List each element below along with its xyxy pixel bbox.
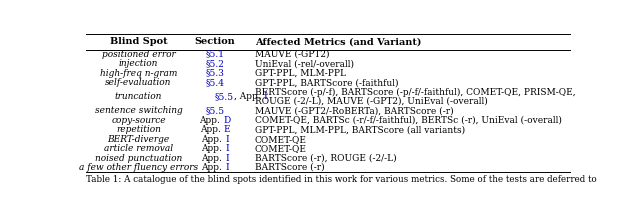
Text: Affected Metrics (and Variant): Affected Metrics (and Variant) — [255, 37, 421, 46]
Text: §5.5: §5.5 — [215, 92, 234, 101]
Text: truncation: truncation — [115, 92, 162, 101]
Text: App.: App. — [200, 125, 223, 134]
Text: D: D — [223, 116, 230, 125]
Text: a few other fluency errors: a few other fluency errors — [79, 163, 198, 172]
Text: MAUVE (-GPT2): MAUVE (-GPT2) — [255, 50, 329, 59]
Text: Section: Section — [195, 37, 236, 46]
Text: COMET-QE: COMET-QE — [255, 144, 307, 153]
Text: COMET-QE: COMET-QE — [255, 135, 307, 144]
Text: Blind Spot: Blind Spot — [109, 37, 167, 46]
Text: MAUVE (-GPT2/-RoBERTa), BARTScore (-r): MAUVE (-GPT2/-RoBERTa), BARTScore (-r) — [255, 106, 453, 115]
Text: BARTScore (-r), ROUGE (-2/-L): BARTScore (-r), ROUGE (-2/-L) — [255, 154, 396, 163]
Text: BERT-diverge: BERT-diverge — [108, 135, 170, 144]
Text: GPT-PPL, BARTScore (-faithful): GPT-PPL, BARTScore (-faithful) — [255, 78, 398, 87]
Text: §5.5: §5.5 — [205, 106, 225, 115]
Text: ROUGE (-2/-L), MAUVE (-GPT2), UniEval (-overall): ROUGE (-2/-L), MAUVE (-GPT2), UniEval (-… — [255, 96, 487, 105]
Text: noised punctuation: noised punctuation — [95, 154, 182, 163]
Text: §5.1: §5.1 — [205, 50, 225, 59]
Text: UniEval (-rel/-overall): UniEval (-rel/-overall) — [255, 59, 353, 68]
Text: I: I — [225, 135, 228, 144]
Text: self-evaluation: self-evaluation — [106, 78, 172, 87]
Text: GPT-PPL, MLM-PPL, BARTScore (all variants): GPT-PPL, MLM-PPL, BARTScore (all variant… — [255, 125, 465, 134]
Text: GPT-PPL, MLM-PPL: GPT-PPL, MLM-PPL — [255, 69, 346, 78]
Text: App.: App. — [201, 163, 225, 172]
Text: positioned error: positioned error — [102, 50, 175, 59]
Text: injection: injection — [119, 59, 158, 68]
Text: BARTScore (-r): BARTScore (-r) — [255, 163, 324, 172]
Text: App.: App. — [201, 135, 225, 144]
Text: COMET-QE, BARTSc (-r/-f/-faithful), BERTSc (-r), UniEval (-overall): COMET-QE, BARTSc (-r/-f/-faithful), BERT… — [255, 116, 561, 125]
Text: sentence switching: sentence switching — [95, 106, 182, 115]
Text: repetition: repetition — [116, 125, 161, 134]
Text: I: I — [225, 163, 228, 172]
Text: high-freq n-gram: high-freq n-gram — [100, 69, 177, 78]
Text: BERTScore (-p/-f), BARTScore (-p/-f/-faithful), COMET-QE, PRISM-QE,: BERTScore (-p/-f), BARTScore (-p/-f/-fai… — [255, 88, 575, 97]
Text: Table 1: A catalogue of the blind spots identified in this work for various metr: Table 1: A catalogue of the blind spots … — [86, 175, 596, 184]
Text: E: E — [223, 125, 230, 134]
Text: App.: App. — [201, 144, 225, 153]
Text: , App.: , App. — [234, 92, 264, 101]
Text: §5.4: §5.4 — [205, 78, 225, 87]
Text: App.: App. — [201, 154, 225, 163]
Text: I: I — [225, 144, 228, 153]
Text: §5.2: §5.2 — [205, 59, 225, 68]
Text: copy-source: copy-source — [111, 116, 166, 125]
Text: I: I — [225, 154, 228, 163]
Text: I: I — [264, 92, 267, 101]
Text: §5.3: §5.3 — [205, 69, 225, 78]
Text: App.: App. — [200, 116, 223, 125]
Text: article removal: article removal — [104, 144, 173, 153]
